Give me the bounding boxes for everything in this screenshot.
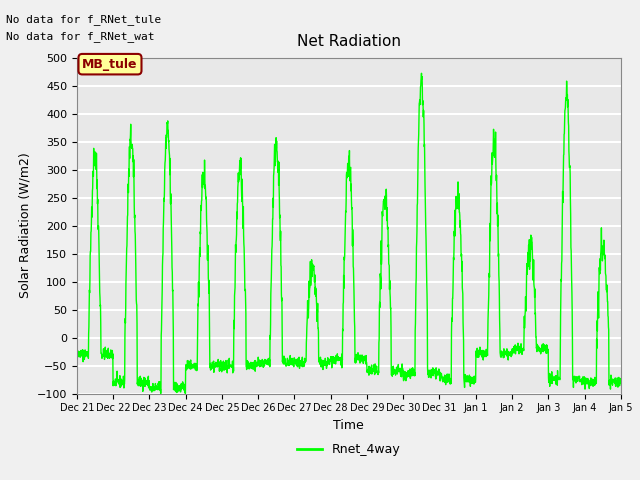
Text: No data for f_RNet_tule: No data for f_RNet_tule	[6, 14, 162, 25]
Y-axis label: Solar Radiation (W/m2): Solar Radiation (W/m2)	[18, 153, 31, 299]
Title: Net Radiation: Net Radiation	[297, 35, 401, 49]
Legend: Rnet_4way: Rnet_4way	[292, 438, 406, 461]
X-axis label: Time: Time	[333, 419, 364, 432]
Text: MB_tule: MB_tule	[82, 58, 138, 71]
Text: No data for f_RNet_wat: No data for f_RNet_wat	[6, 31, 155, 42]
